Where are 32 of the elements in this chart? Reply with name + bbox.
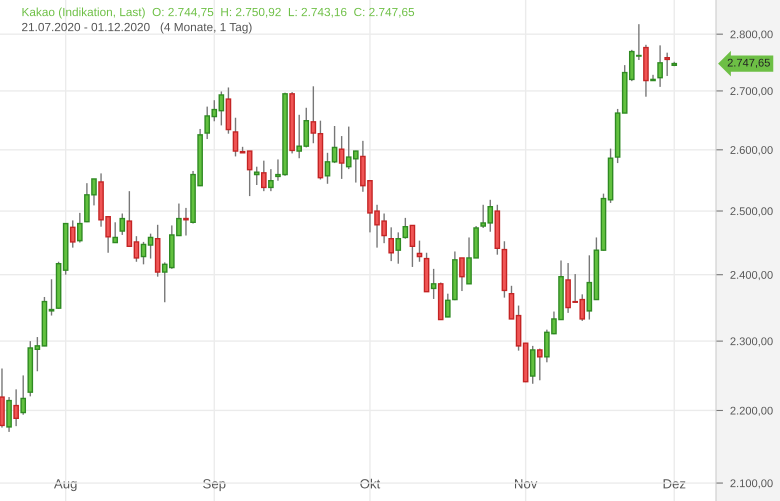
text: 2.747,65 [728,58,770,68]
y-tick-label: 2.500,00 [730,207,773,216]
candlestick [20,374,26,416]
text: 21.07.2020 - 01.12.2020 (4 Monate, 1 Tag) [22,22,252,34]
candlestick [430,268,436,300]
candlestick [536,348,543,381]
candlestick [119,212,126,236]
y-tick-label: 2.100,00 [730,479,773,489]
candlestick [402,217,408,240]
candlestick [260,160,267,192]
candlestick [657,44,663,88]
candlestick [664,52,670,77]
candlestick [183,207,189,236]
y-tick-label: 2.200,00 [730,406,773,416]
text: Kakao (Indikation, Last) O: 2.744,75 H: 2.750,92 L: 2.743,16 C: 2.747,65 [22,8,414,19]
candlestick [254,166,260,186]
candlestick [268,168,274,192]
candlestick [338,135,344,180]
y-tick-label: 2.400,00 [730,270,773,280]
y-tick-label: 2.300,00 [730,337,773,347]
candlestick [70,220,76,248]
y-tick-label: 2.800,00 [730,30,773,40]
candlestick [395,232,402,264]
candlestick [410,224,416,268]
candlestick [112,222,118,244]
candlestick [459,257,465,292]
candlestick [416,240,422,262]
y-tick-label: 2.700,00 [730,87,773,96]
candlestick [13,388,19,427]
candlestick [77,212,83,244]
y-tick-label: 2.600,00 [730,146,773,156]
candlestick [388,226,394,262]
